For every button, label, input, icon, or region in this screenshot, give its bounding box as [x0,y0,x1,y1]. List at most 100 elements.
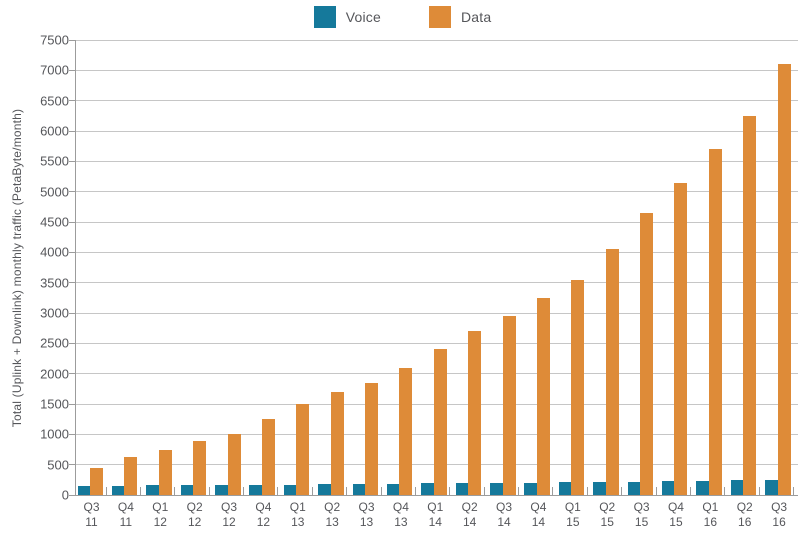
data-bar [468,331,482,495]
x-axis-tick [483,487,485,495]
gridline [76,69,798,71]
x-axis-tick [380,487,382,495]
y-tick-label: 7500 [40,32,69,48]
y-tick-label: 4000 [40,244,69,260]
y-axis-tick [69,69,75,71]
data-bar [605,249,619,495]
x-tick-label: Q4 13 [392,500,409,529]
x-tick-label: Q1 14 [427,500,444,529]
data-bar [261,419,275,495]
x-axis-tick [518,487,520,495]
voice-bar [180,485,194,495]
data-bar [365,382,379,495]
voice-bar [386,483,400,495]
voice-bar [146,485,159,495]
voice-bar [558,482,572,495]
data-bar [536,297,550,495]
x-axis-tick [793,487,795,495]
data-bar [777,64,791,495]
gridline [76,39,798,41]
voice-bar [215,485,228,495]
voice-bar [421,483,434,495]
voice-bar [455,483,469,495]
x-axis-tick [758,487,760,495]
voice-bar [661,481,675,495]
x-tick-label: Q2 14 [461,500,478,529]
y-axis-tick [69,191,75,193]
y-tick-label: 0 [61,487,69,503]
y-tick-label: 4500 [40,214,69,230]
gridline [76,191,798,193]
x-axis-tick [586,487,588,495]
y-axis-tick [69,130,75,132]
x-tick-label: Q2 13 [324,500,341,529]
voice-bar [318,484,331,495]
x-tick-label: Q2 16 [736,500,753,529]
data-bar [674,182,688,495]
data-bar [502,316,516,495]
data-bar [640,212,654,495]
x-axis-tick [277,487,279,495]
data-bar [296,404,310,495]
voice-bar [249,484,262,495]
y-tick-label: 3000 [40,305,69,321]
plot-area: 0 500 1000 1500 2000 2500 3000 3500 4000 4500 5000… [40,33,798,529]
gridline [76,342,798,344]
data-bar [433,349,447,495]
x-tick-label: Q2 15 [599,500,616,529]
x-axis-tick [655,487,657,495]
y-axis-tick [69,464,75,466]
y-tick-label: 3500 [40,275,69,291]
data-bar [743,115,757,495]
y-axis-tick [69,494,75,496]
gridline [76,100,798,102]
legend-item-voice: Voice [313,6,381,28]
y-axis-tick [69,373,75,375]
y-axis-tick [69,100,75,102]
data-bar [330,391,344,495]
x-tick-label: Q4 12 [255,500,272,529]
voice-bar [730,480,744,495]
voice-bar [283,484,297,495]
data-bar [158,449,172,495]
voice-bar [696,481,709,495]
x-axis-tick [311,487,313,495]
legend-label: Voice [345,9,381,25]
x-axis-tick [449,487,451,495]
x-tick-label: Q3 12 [221,500,238,529]
y-tick-label: 2000 [40,366,69,382]
y-axis-tick [69,403,75,405]
x-axis-tick [105,487,107,495]
y-tick-label: 1000 [40,426,69,442]
voice-bar [352,484,366,495]
x-axis-tick [552,487,554,495]
voice-bar [111,485,125,495]
voice-bar [765,479,778,495]
data-bar [399,367,413,495]
y-tick-label: 5500 [40,153,69,169]
x-axis-tick [621,487,623,495]
voice-bar [490,482,503,495]
data-bar [227,433,241,495]
y-axis-tick [69,312,75,314]
x-tick-label: Q3 14 [496,500,513,529]
x-axis-tick [139,487,141,495]
x-tick-label: Q3 15 [633,500,650,529]
x-tick-label: Q3 16 [771,500,788,529]
voice-swatch [313,6,336,28]
y-tick-label: 2500 [40,335,69,351]
gridline [76,282,798,284]
x-tick-label: Q1 15 [564,500,581,529]
gridline [76,312,798,314]
y-axis-tick [69,39,75,41]
x-tick-label: Q1 16 [702,500,719,529]
x-axis-tick [414,487,416,495]
x-axis-tick [724,487,726,495]
voice-bar [593,481,606,495]
legend-item-data: Data [428,6,491,28]
data-bar [708,149,722,495]
chart-legend: Voice Data [0,6,805,28]
y-axis-title: Total (Uplink + Downlink) monthly traffi… [10,108,24,428]
y-tick-label: 7000 [40,62,69,78]
gridline [76,130,798,132]
